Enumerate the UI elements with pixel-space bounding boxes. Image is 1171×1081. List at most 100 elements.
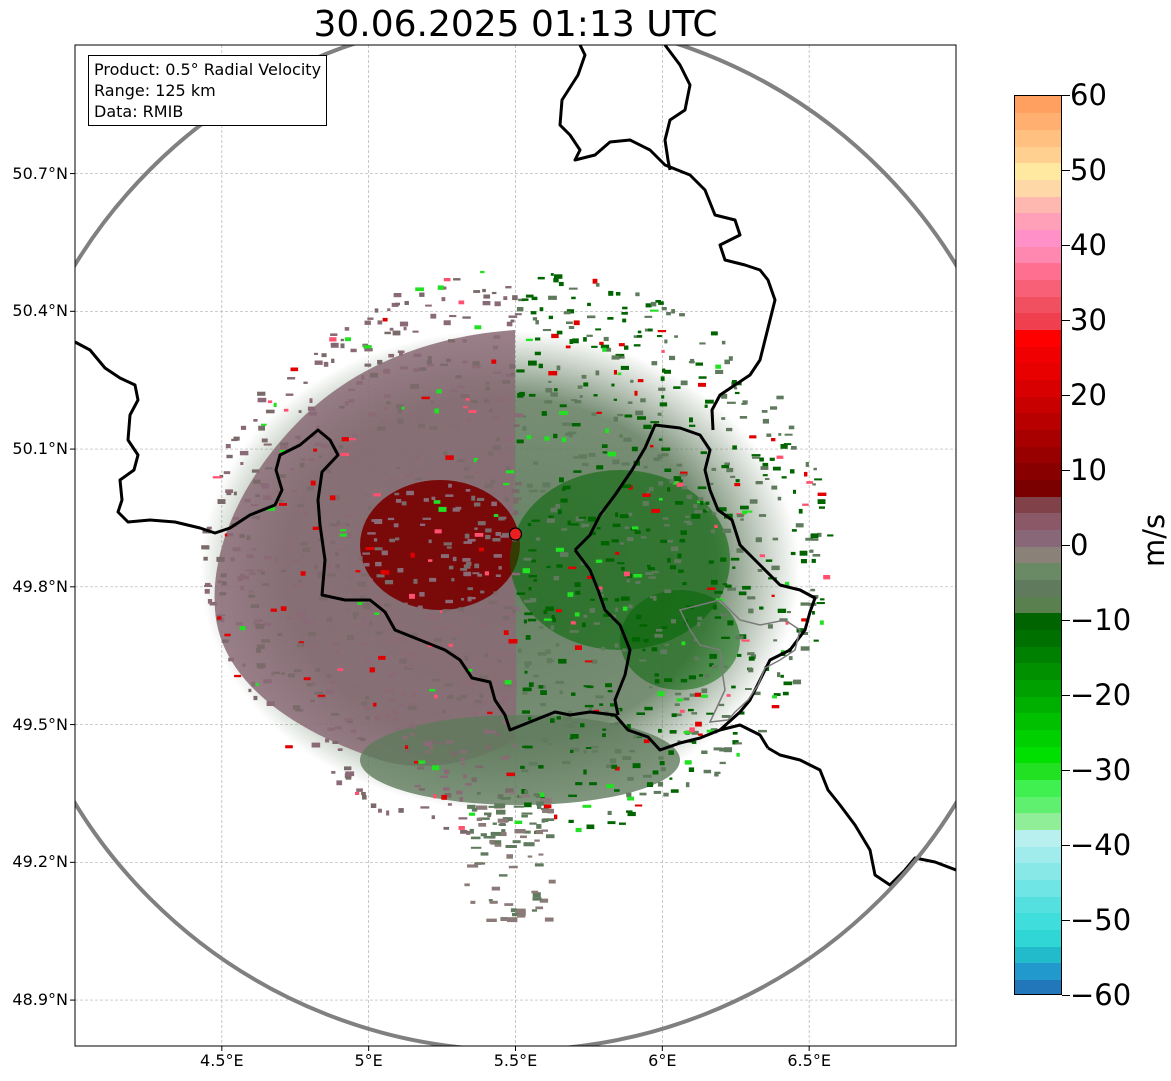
echo-bin <box>387 308 391 312</box>
echo-bin <box>449 389 459 393</box>
echo-bin <box>315 668 320 672</box>
echo-bin <box>519 391 525 397</box>
echo-bin <box>500 917 507 921</box>
echo-bin <box>363 620 367 625</box>
echo-bin <box>449 315 457 318</box>
echo-bin <box>591 345 598 348</box>
echo-bin <box>277 633 283 637</box>
colorbar-segment <box>1015 229 1061 247</box>
echo-bin <box>280 569 287 573</box>
echo-bin <box>688 767 695 772</box>
echo-bin <box>683 697 690 701</box>
echo-bin <box>348 399 355 403</box>
echo-bin <box>537 276 545 280</box>
colorbar-segment <box>1015 579 1061 597</box>
echo-bin <box>693 639 698 642</box>
info-source: Data: RMIB <box>94 102 184 121</box>
echo-bin <box>626 810 633 813</box>
echo-bin <box>500 484 509 488</box>
echo-bin <box>565 345 571 349</box>
echo-bin <box>600 344 610 349</box>
echo-bin <box>525 338 533 342</box>
echo-bin <box>464 883 470 887</box>
echo-bin <box>510 319 515 323</box>
echo-bin <box>720 557 727 562</box>
radar-echoes <box>200 270 834 923</box>
echo-bin <box>619 822 626 825</box>
echo-bin <box>494 803 505 809</box>
echo-bin <box>495 532 502 536</box>
echo-bin <box>584 704 594 708</box>
echo-bin <box>327 727 335 731</box>
echo-bin <box>567 520 571 526</box>
echo-bin <box>280 444 288 450</box>
echo-bin <box>291 559 300 563</box>
echo-bin <box>256 644 265 649</box>
echo-bin <box>479 623 487 627</box>
colorbar-tick-label: 50 <box>1070 153 1107 187</box>
echo-bin <box>353 614 357 620</box>
echo-bin <box>302 511 309 515</box>
echo-bin <box>633 344 641 347</box>
echo-bin <box>698 382 706 387</box>
echo-bin <box>538 853 544 856</box>
echo-bin <box>258 425 265 431</box>
echo-bin <box>510 372 516 376</box>
echo-bin <box>470 900 476 904</box>
echo-bin <box>546 834 555 839</box>
echo-bin <box>498 516 507 520</box>
echo-bin <box>710 482 714 485</box>
echo-bin <box>537 804 542 809</box>
echo-bin <box>335 649 339 654</box>
echo-bin <box>643 424 652 429</box>
echo-bin <box>420 806 430 809</box>
echo-bin <box>528 393 536 397</box>
echo-bin <box>659 402 668 407</box>
echo-bin <box>544 400 553 404</box>
echo-bin <box>340 529 347 532</box>
echo-bin <box>359 641 367 646</box>
echo-bin <box>606 764 613 768</box>
echo-bin <box>303 381 308 384</box>
echo-bin <box>483 729 489 734</box>
echo-bin <box>477 521 486 526</box>
echo-bin <box>555 609 562 613</box>
echo-bin <box>790 469 795 474</box>
echo-bin <box>430 313 437 319</box>
echo-bin <box>478 547 485 552</box>
echo-bin <box>364 658 373 664</box>
echo-bin <box>240 462 244 465</box>
echo-bin <box>503 436 512 441</box>
echo-bin <box>343 523 349 527</box>
echo-bin <box>227 533 234 537</box>
echo-bin <box>516 592 526 595</box>
echo-bin <box>627 796 635 801</box>
border-belgium-germany-north <box>558 45 777 431</box>
echo-bin <box>440 554 449 558</box>
echo-bin <box>253 695 258 701</box>
colorbar-segment <box>1015 529 1061 547</box>
echo-bin <box>453 278 461 281</box>
echo-bin <box>413 368 419 372</box>
echo-bin <box>404 301 409 305</box>
echo-bin <box>749 435 757 439</box>
echo-bin <box>583 769 587 775</box>
echo-bin <box>770 406 778 410</box>
echo-bin <box>586 685 594 689</box>
echo-bin <box>605 428 609 433</box>
echo-bin <box>541 829 548 832</box>
echo-bin <box>472 572 480 575</box>
echo-bin <box>531 519 540 522</box>
echo-bin <box>319 455 323 458</box>
echo-bin <box>325 738 330 743</box>
echo-bin <box>788 425 795 430</box>
echo-bin <box>642 648 646 652</box>
echo-bin <box>649 309 659 312</box>
echo-bin <box>567 592 574 597</box>
echo-bin <box>707 587 716 590</box>
echo-bin <box>680 380 688 386</box>
echo-bin <box>534 839 540 842</box>
echo-bin <box>570 621 576 625</box>
echo-bin <box>513 510 519 515</box>
echo-bin <box>441 709 446 713</box>
